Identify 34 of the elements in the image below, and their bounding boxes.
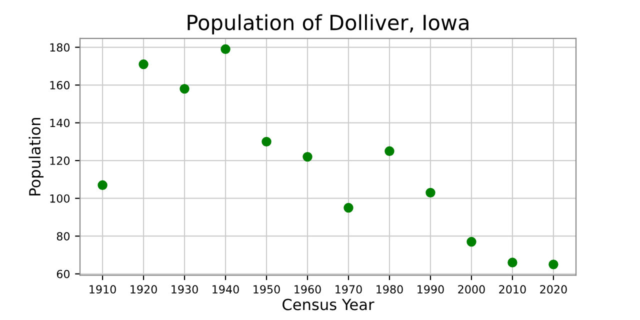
y-tick-label: 100 (50, 194, 70, 203)
x-tick-label: 2020 (540, 285, 567, 294)
y-tick-label: 160 (50, 81, 70, 90)
y-tick-label: 120 (50, 156, 70, 165)
x-tick-label: 1910 (90, 285, 116, 294)
point (262, 136, 272, 147)
x-tick-label: 1950 (254, 285, 280, 294)
point (466, 236, 476, 247)
y-tick-label: 80 (56, 232, 70, 240)
x-tick-label: 1940 (212, 285, 239, 294)
x-tick-label: 1930 (172, 285, 198, 294)
x-tick-label: 1990 (418, 285, 444, 294)
x-tick-label: 2010 (499, 285, 526, 294)
point (220, 44, 230, 54)
point (138, 59, 148, 70)
x-tick-label: 2000 (458, 285, 485, 294)
point (548, 260, 558, 270)
y-tick-label: 60 (56, 270, 70, 278)
y-tick-label: 180 (50, 43, 70, 52)
x-tick-label: 1970 (336, 285, 362, 294)
point (344, 202, 354, 213)
x-axis-title: Census Year (282, 298, 374, 310)
chart-title: Population of Dolliver, Iowa (188, 14, 468, 34)
y-axis-title: Population (28, 118, 44, 196)
x-tick-label: 1980 (376, 285, 403, 294)
point (384, 146, 394, 156)
x-tick-label: 1960 (294, 285, 321, 294)
point (302, 152, 312, 162)
point (508, 258, 518, 268)
point (180, 84, 190, 94)
y-tick-label: 140 (50, 118, 70, 128)
point (98, 180, 108, 190)
x-tick-label: 1920 (130, 285, 157, 294)
point (426, 188, 436, 198)
